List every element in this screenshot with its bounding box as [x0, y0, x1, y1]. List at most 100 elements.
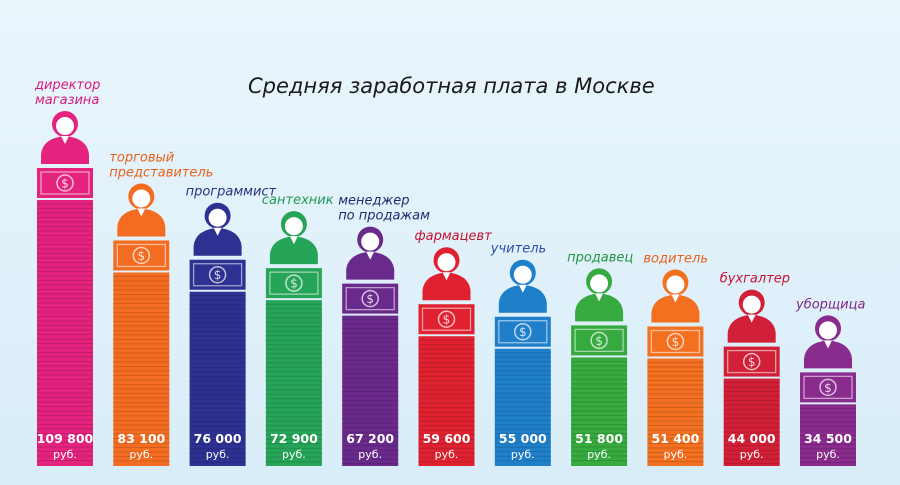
manager-icon	[41, 111, 89, 164]
banknote-frame	[803, 375, 853, 400]
sales-rep-icon	[117, 183, 166, 237]
person-collar	[747, 314, 756, 323]
banknote	[265, 268, 322, 299]
bar	[418, 336, 475, 466]
person-face	[742, 295, 761, 314]
unit-label: руб.	[816, 448, 840, 461]
value-label: 76 000	[194, 431, 242, 446]
dollar-sign: $	[61, 177, 69, 191]
banknote-frame	[269, 271, 319, 295]
bar	[265, 300, 322, 466]
category-label-line: продавец	[567, 250, 633, 265]
dollar-sign: $	[519, 325, 527, 339]
banknote-frame	[650, 329, 701, 354]
banknote	[37, 168, 93, 198]
bar-group: $67 200 руб. менеджер по продажам	[338, 194, 430, 466]
banknote-frame	[421, 307, 472, 331]
dollar-sign: $	[366, 292, 374, 306]
category-label: торговый представитель	[109, 150, 213, 180]
dollar-icon	[56, 174, 74, 192]
unit-label: руб.	[53, 448, 77, 461]
category-label: водитель	[643, 251, 708, 266]
person-collar	[61, 136, 69, 144]
dollar-icon	[666, 332, 685, 351]
person-body	[346, 251, 395, 280]
programmer-icon	[193, 202, 242, 256]
person-collar	[518, 284, 527, 293]
bar-group: $34 500 руб. уборщица	[795, 297, 865, 466]
bar-group: $51 400 руб. водитель	[643, 251, 708, 466]
dollar-sign: $	[214, 268, 222, 282]
bar-group: $76 000 руб. программист	[186, 185, 277, 466]
value-label: 67 200	[346, 431, 394, 446]
unit-label: руб.	[664, 448, 688, 461]
banknote-frame	[192, 263, 243, 287]
value-label: 83 100	[117, 431, 165, 446]
value-label: 55 000	[499, 431, 547, 446]
dollar-sign: $	[748, 355, 756, 369]
person-face	[513, 265, 532, 284]
banknote-frame	[40, 171, 90, 195]
category-label-line: сантехник	[262, 193, 334, 208]
category-label-line: директор	[34, 78, 100, 93]
value-label: 34 500	[804, 431, 852, 446]
teacher-icon	[498, 259, 547, 313]
person-face	[284, 217, 303, 236]
unit-label: руб.	[740, 448, 764, 461]
dollar-icon	[285, 274, 303, 292]
dollar-icon	[819, 378, 837, 397]
dollar-icon	[742, 352, 761, 371]
person-face	[56, 117, 74, 135]
category-label-line: уборщица	[795, 297, 865, 312]
category-label-line: представитель	[109, 165, 213, 180]
person-collar	[824, 340, 832, 349]
unit-label: руб.	[282, 448, 306, 461]
category-label-line: учитель	[490, 242, 546, 257]
person-face	[361, 232, 380, 251]
category-label: бухгалтер	[720, 272, 790, 287]
bar-group: $72 900 руб. сантехник	[262, 193, 334, 466]
bar-group: $51 800 руб. продавец	[567, 250, 633, 466]
person-collar	[213, 227, 222, 236]
banknote	[113, 240, 170, 271]
category-label-line: торговый	[109, 150, 174, 165]
category-label-line: по продажам	[338, 209, 430, 224]
banknote	[800, 372, 856, 403]
bar	[189, 291, 246, 466]
dollar-icon	[361, 289, 379, 308]
category-label: фармацевт	[415, 229, 493, 244]
dollar-sign: $	[443, 313, 451, 327]
banknote	[418, 304, 475, 335]
dollar-sign: $	[824, 381, 832, 395]
value-label: 59 600	[423, 431, 471, 446]
shop-assistant-icon	[575, 268, 624, 322]
bar-group: $55 000 руб. учитель	[490, 242, 551, 466]
category-label-line: водитель	[643, 251, 708, 266]
bar-group: $44 000 руб. бухгалтер	[720, 272, 790, 466]
bar-group: $59 600 руб. фармацевт	[415, 229, 493, 466]
category-label: уборщица	[795, 297, 865, 312]
banknote	[571, 325, 628, 356]
unit-label: руб.	[587, 448, 611, 461]
banknote	[189, 259, 246, 290]
person-face	[666, 275, 685, 294]
person-collar	[289, 236, 298, 245]
person-body	[804, 340, 852, 369]
dollar-sign: $	[137, 249, 145, 263]
unit-label: руб.	[129, 448, 153, 461]
value-label: 51 800	[575, 431, 623, 446]
bar	[571, 357, 628, 466]
dollar-icon	[590, 331, 608, 350]
person-collar	[442, 272, 451, 281]
banknote	[647, 326, 704, 357]
accountant-icon	[727, 289, 776, 343]
bar	[723, 378, 780, 466]
dollar-icon	[132, 246, 151, 265]
unit-label: руб.	[358, 448, 382, 461]
plumber-icon	[269, 211, 318, 265]
category-label-line: программист	[186, 185, 277, 200]
sales-manager-icon	[346, 226, 395, 280]
category-label: менеджер по продажам	[338, 194, 430, 224]
pharmacist-icon	[422, 247, 471, 301]
